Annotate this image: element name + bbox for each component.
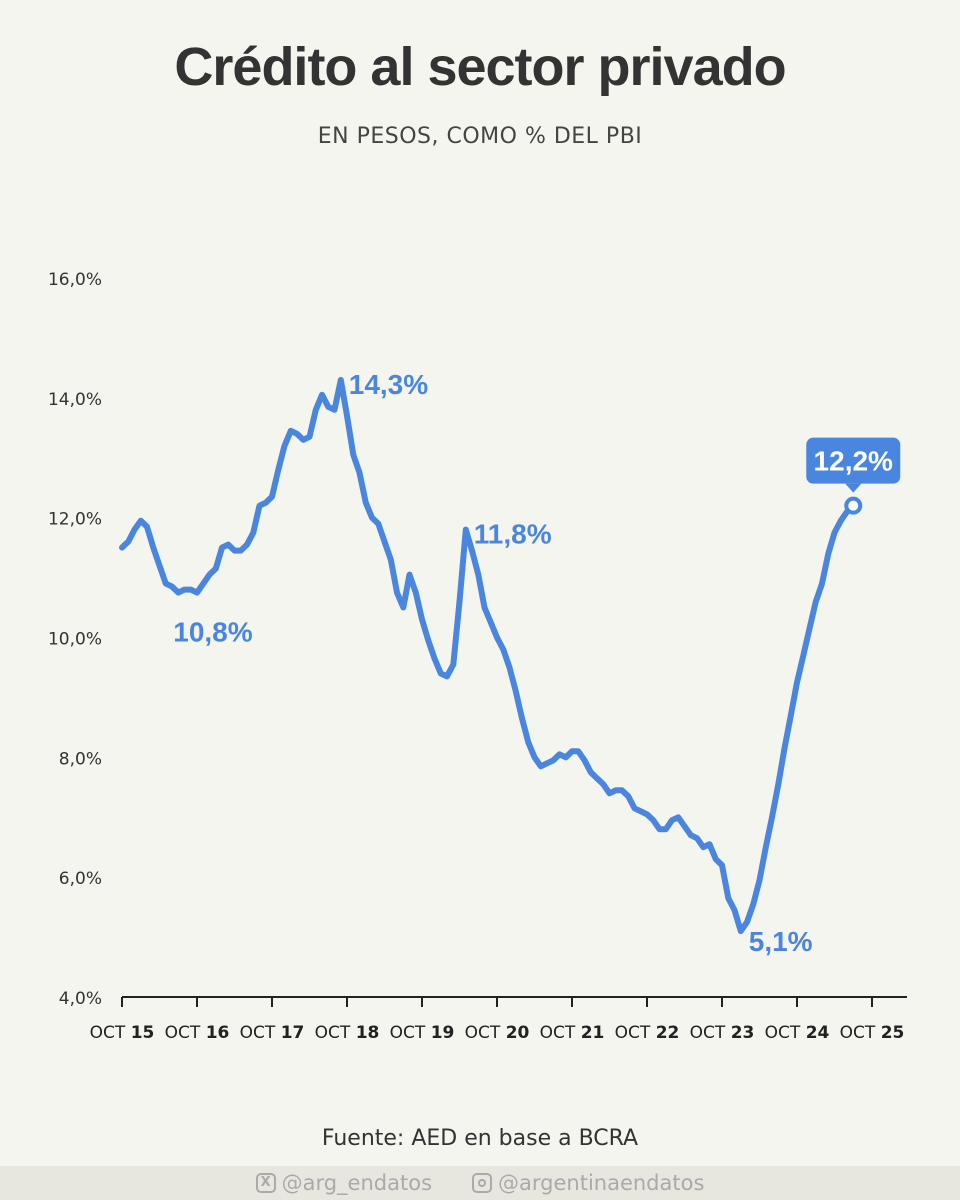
x-tick-label: OCT 18 [315,1023,380,1043]
series-line [119,376,857,935]
x-handle[interactable]: X @arg_endatos [255,1171,433,1195]
x-tick-label: OCT 19 [390,1023,455,1043]
value-label: 14,3% [349,369,428,400]
x-tick-label: OCT 16 [165,1023,230,1043]
line-chart: 4,0%6,0%8,0%10,0%12,0%14,0%16,0% OCT 15 O… [48,270,907,1043]
x-logo-icon: X [255,1173,276,1193]
x-tick-label: OCT 21 [540,1023,605,1043]
value-label: 10,8% [173,617,252,648]
y-tick-label: 16,0% [48,270,102,290]
y-axis: 4,0% 6,0% 8,0% 10,0% 12,0% 14,0% 16,0% [48,270,102,1009]
series-group [119,376,863,935]
x-tick-label: OCT 24 [765,1023,830,1043]
chart-title: Crédito al sector privado [174,37,786,97]
x-tick-label: OCT 15 [90,1023,155,1043]
y-tick-label: 14,0% [48,390,102,410]
instagram-icon [472,1173,493,1193]
badge-pointer [845,483,862,493]
value-label: 11,8% [474,519,552,550]
y-tick-label: 8,0% [59,749,102,769]
x-handle-text: @arg_endatos [281,1171,433,1195]
y-tick-label: 12,0% [48,510,102,530]
y-tick-label: 10,0% [48,630,102,650]
y-tick-label: 4,0% [59,989,102,1009]
chart-subtitle: EN PESOS, COMO % DEL PBI [317,124,643,149]
instagram-handle[interactable]: @argentinaendatos [472,1171,704,1195]
instagram-handle-text: @argentinaendatos [498,1171,705,1195]
badge-label: 12,2% [814,446,893,477]
x-axis: OCT 15 OCT 16 OCT 17 OCT 18 OCT 19 OCT 20 OCT … [90,996,907,1043]
last-point-marker [844,496,863,515]
x-tick-label: OCT 20 [465,1023,530,1043]
x-tick-label: OCT 22 [615,1023,680,1043]
source-note: Fuente: AED en base a BCRA [321,1126,639,1151]
annotations: 10,8% 14,3% 11,8% 5,1% 12,2% [173,369,901,957]
x-tick-label: OCT 25 [840,1023,905,1043]
footer-bar: X @arg_endatos @argentinaendatos [0,1166,960,1200]
x-tick-label: OCT 17 [240,1023,305,1043]
value-label: 5,1% [749,926,813,957]
x-tick-label: OCT 23 [690,1023,755,1043]
badge-box [806,437,901,484]
y-tick-label: 6,0% [59,869,102,889]
